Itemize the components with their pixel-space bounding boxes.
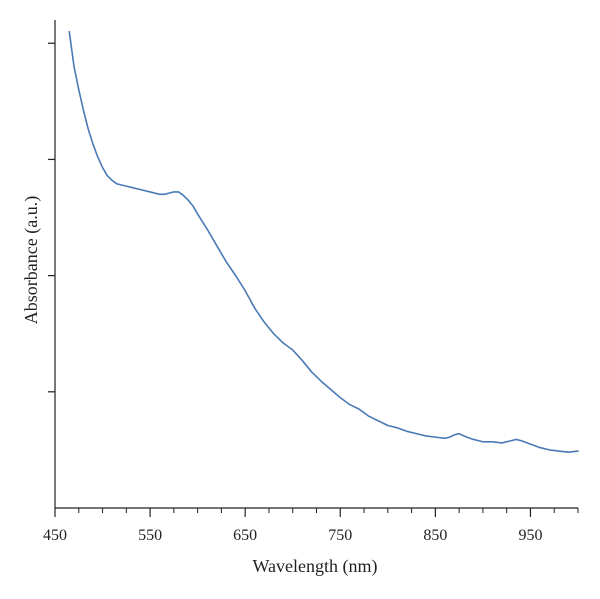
x-tick-label: 750	[328, 527, 352, 544]
x-tick-label: 550	[138, 527, 162, 544]
x-tick-label: 850	[423, 527, 447, 544]
x-axis-title: Wavelength (nm)	[252, 556, 377, 577]
x-tick-label: 450	[43, 527, 67, 544]
y-axis-title: Absorbance (a.u.)	[21, 196, 42, 324]
series-line	[68, 30, 579, 454]
plot-area	[68, 30, 579, 454]
axes: 450 550 650 750 850 950	[43, 20, 579, 544]
x-tick-label: 950	[518, 527, 542, 544]
x-tick-label: 650	[233, 527, 257, 544]
